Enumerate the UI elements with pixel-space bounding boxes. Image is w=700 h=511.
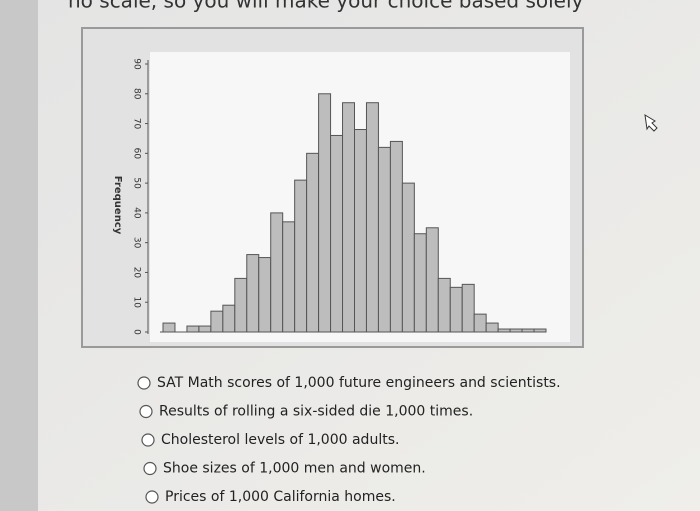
bar [270,212,284,333]
y-tick-label: 60 [132,148,142,160]
bar [258,257,272,333]
y-tick-label: 40 [132,207,142,219]
bar [425,227,439,333]
left-edge [0,0,38,511]
y-tick-label: 90 [132,58,142,70]
bar [365,102,379,333]
bar [198,325,212,333]
cursor [644,114,658,132]
option-label[interactable]: Cholesterol levels of 1,000 adults. [161,432,399,448]
bar [222,304,236,333]
bar [234,277,248,333]
bar [509,328,523,333]
y-tick-label: 50 [132,177,142,189]
bar [473,313,487,333]
bar [186,325,200,333]
y-tick-label: 10 [132,296,142,308]
bar [306,152,320,333]
y-tick-label: 20 [132,267,142,279]
bar [389,140,403,333]
y-tick-label: 0 [132,329,142,335]
y-tick-label: 80 [132,88,142,100]
y-tick-label: 70 [132,118,142,130]
bar [162,322,176,333]
bar [449,286,463,333]
bar [497,328,511,333]
bar [521,328,535,333]
bar [330,134,344,333]
radio-button[interactable] [137,376,151,390]
bar [318,93,332,333]
bar [282,221,296,333]
bar [210,310,224,333]
bar [377,146,391,333]
y-tick-label: 30 [132,237,142,249]
bar [437,277,451,333]
bar [246,254,260,333]
radio-button[interactable] [141,433,155,447]
radio-button[interactable] [139,404,153,419]
option-label[interactable]: Results of rolling a six-sided die 1,000… [159,404,473,420]
option-label[interactable]: Shoe sizes of 1,000 men and women. [163,461,426,477]
bar [342,102,355,333]
bar [461,283,475,333]
bar [294,179,308,333]
question-text: no scale, so you will make your choice b… [68,0,584,13]
radio-button[interactable] [145,490,159,504]
bar [354,129,367,333]
bar [485,322,499,333]
bar [401,182,415,333]
bar [413,233,427,333]
option-label[interactable]: Prices of 1,000 California homes. [165,489,396,505]
radio-button[interactable] [143,461,157,476]
y-axis-label: Frequency [112,176,123,235]
option-label[interactable]: SAT Math scores of 1,000 future engineer… [157,375,561,391]
bar [533,328,547,333]
